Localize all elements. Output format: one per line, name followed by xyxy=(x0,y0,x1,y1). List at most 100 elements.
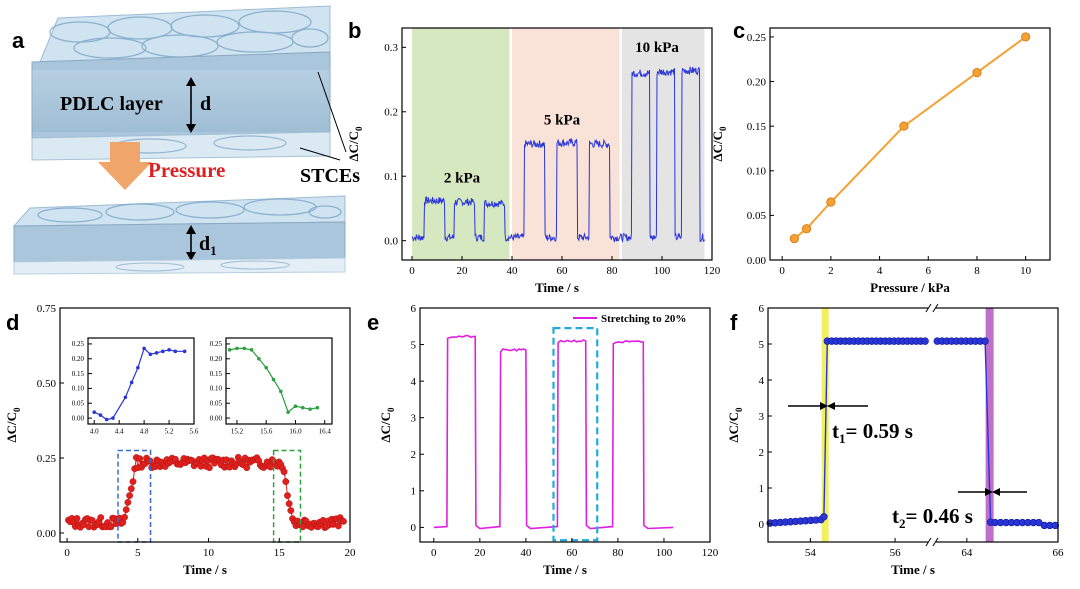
e-plot-area xyxy=(433,327,674,542)
x-tick-label: 15 xyxy=(274,547,286,559)
inset-point xyxy=(161,349,165,354)
y-axis-label: ΔC/C0 xyxy=(726,407,744,443)
d-data-point xyxy=(97,514,105,521)
x-tick-label: 54 xyxy=(805,547,817,559)
panel-e: e 0 20 40 60 80 100 120 0 1 2 3 4 5 6 Time / s ΔC/C0 St… xyxy=(367,303,719,577)
schematic-top: PDLC layer d xyxy=(31,5,347,161)
x-tick-label: 20 xyxy=(345,547,357,559)
e-legend-label: Stretching to 20% xyxy=(601,313,686,325)
x-tick-label: 5 xyxy=(135,547,141,559)
panel-label-c: c xyxy=(733,18,745,43)
d-axes: 0 5 10 15 20 0.00 0.25 0.50 0.75 Time / s ΔC/C0 xyxy=(4,303,356,577)
inset-point xyxy=(167,348,171,352)
c-axes: 0 2 4 6 8 10 0.00 0.05 0.10 0.15 0.20 0.25 Pressure … xyxy=(710,27,1051,295)
c-data-point xyxy=(972,68,982,78)
schematic-bottom: d1 xyxy=(12,195,346,275)
x-tick-label: 10 xyxy=(203,547,215,559)
x-axis-label: Time / s xyxy=(543,562,587,577)
thickness-label: d xyxy=(200,93,211,115)
c-data-point xyxy=(789,233,799,244)
f-annotation-t1: t1= 0.59 s xyxy=(832,419,913,446)
axis-break-mark xyxy=(932,303,939,313)
y-tick-label: 0.75 xyxy=(37,303,57,315)
x-tick-label: 6 xyxy=(926,265,932,277)
thickness-label-compressed: d1 xyxy=(199,233,217,258)
b-region-label: 5 kPa xyxy=(544,113,581,129)
inset-point xyxy=(315,405,320,410)
x-tick-label: 120 xyxy=(704,265,721,277)
c-data-point xyxy=(826,197,836,207)
x-axis-label: Pressure / kPa xyxy=(870,280,950,295)
pdlc-layer-compressed xyxy=(13,221,346,263)
y-tick-label: 4 xyxy=(411,376,417,388)
inset-point xyxy=(111,416,115,420)
x-tick-label: 0 xyxy=(64,547,70,559)
f-highlight-fall xyxy=(985,308,994,542)
y-tick-label: 0.00 xyxy=(37,528,57,540)
inset-point xyxy=(257,356,261,361)
inset-point xyxy=(92,410,97,414)
d-data-point xyxy=(122,506,130,514)
d-data-point xyxy=(243,464,251,472)
d-data-point xyxy=(126,492,134,499)
f-data-point xyxy=(820,513,828,521)
panel-c: c 0 2 4 6 8 10 0.00 0.05 0.10 0.15 0.20 0.25 Pressur… xyxy=(710,18,1051,295)
y-tick-label: 0.3 xyxy=(384,42,398,54)
bottom-electrode-film xyxy=(31,131,331,161)
plot-frame xyxy=(225,337,333,425)
d-data-point xyxy=(127,485,135,493)
x-tick-label: 40 xyxy=(520,547,532,559)
d-data-point xyxy=(205,464,213,472)
inset-point xyxy=(148,352,153,357)
axis-break-mark xyxy=(932,537,939,547)
x-tick-label: 15.2 xyxy=(231,428,244,436)
x-tick-label: 20 xyxy=(457,265,469,277)
x-tick-label: 56 xyxy=(890,547,902,559)
inset-point xyxy=(242,346,247,351)
electrode-mesh xyxy=(49,10,329,59)
e-axes: 0 20 40 60 80 100 120 0 1 2 3 4 5 6 Time / s ΔC/C0 xyxy=(378,303,719,577)
y-tick-label: 0.10 xyxy=(72,385,85,393)
y-tick-label: 0.1 xyxy=(384,171,398,183)
panel-label-d: d xyxy=(6,310,19,335)
plot-frame xyxy=(87,337,195,425)
f-annotation-t2: t2= 0.46 s xyxy=(892,504,973,531)
d-data-point xyxy=(121,513,128,521)
y-tick-label: 0.25 xyxy=(37,453,57,465)
y-axis-label: ΔC/C0 xyxy=(4,407,22,443)
inset-point xyxy=(154,351,159,355)
x-tick-label: 10 xyxy=(1020,265,1032,277)
y-tick-label: 0.25 xyxy=(747,32,767,44)
axis-break-mark xyxy=(925,303,932,313)
plot-frame xyxy=(59,307,351,543)
d-data-point xyxy=(136,455,144,463)
y-tick-label: 2 xyxy=(411,449,417,461)
d-data-point xyxy=(284,492,291,499)
inset-point xyxy=(271,377,276,382)
b-axes: 0 20 40 60 80 100 120 0.0 0.1 0.2 0.3 Time / s ΔC/C0 xyxy=(346,27,721,295)
inset-point xyxy=(142,346,146,351)
electrode-label: STCEs xyxy=(300,165,360,187)
f-data-point xyxy=(921,337,929,345)
x-tick-label: 20 xyxy=(474,547,486,559)
x-axis-label: Time / s xyxy=(183,562,227,577)
x-tick-label: 100 xyxy=(656,547,673,559)
x-tick-label: 120 xyxy=(702,547,719,559)
y-tick-label: 0.15 xyxy=(72,370,85,378)
e-series-line xyxy=(433,334,674,530)
inset-point xyxy=(136,365,140,370)
b-region-label: 2 kPa xyxy=(444,171,481,187)
d-data-point xyxy=(129,478,137,486)
panel-label-e: e xyxy=(367,310,379,335)
pressure-label: Pressure xyxy=(148,158,225,182)
inset-point xyxy=(98,413,103,417)
y-tick-label: 0.20 xyxy=(747,76,767,88)
y-tick-label: 5 xyxy=(759,339,765,351)
inset-point xyxy=(300,405,305,410)
y-tick-label: 0 xyxy=(759,519,765,531)
e-zoom-box xyxy=(552,327,599,542)
y-tick-label: 0.00 xyxy=(747,255,767,267)
inset-point xyxy=(264,365,269,370)
b-plot-area: 2 kPa 5 kPa 10 kPa xyxy=(411,40,705,244)
